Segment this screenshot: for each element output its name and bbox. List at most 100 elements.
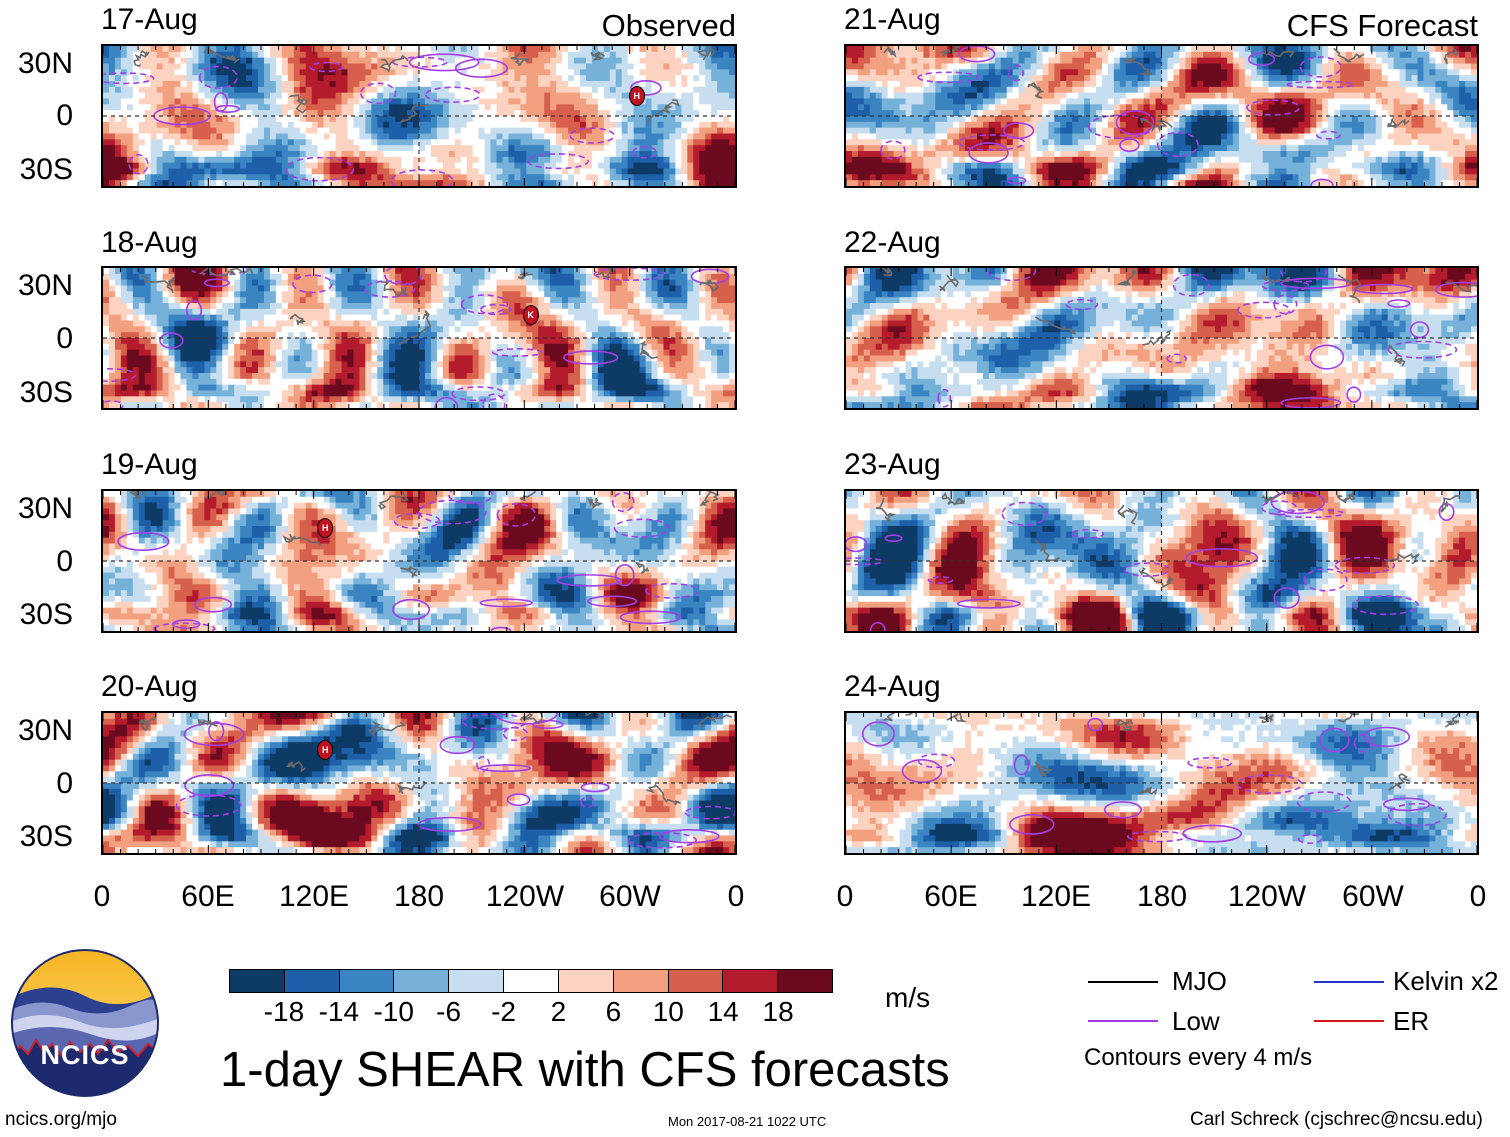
low-contour <box>203 278 231 288</box>
low-contour <box>439 735 476 755</box>
low-contour <box>1166 353 1188 364</box>
low-contour <box>1334 556 1396 574</box>
low-contour <box>1273 587 1300 609</box>
low-contour <box>556 574 622 587</box>
coastline <box>645 99 680 124</box>
low-contour <box>1387 299 1411 308</box>
map-panel-obs-3: H <box>101 489 737 633</box>
low-contour <box>424 86 481 104</box>
coastline <box>399 103 430 124</box>
low-contour <box>1007 176 1027 185</box>
contours-note: Contours every 4 m/s <box>1084 1044 1312 1072</box>
coastline <box>517 272 533 280</box>
coastline <box>876 268 893 277</box>
low-contour <box>1002 122 1035 140</box>
coastline <box>875 497 897 523</box>
low-contour <box>392 56 448 68</box>
map-panel-obs-4: H <box>101 711 737 855</box>
coastline <box>1387 116 1410 129</box>
coastline <box>289 313 306 326</box>
low-contour <box>1071 528 1105 539</box>
map-panel-fcst-3 <box>844 489 1479 633</box>
low-contour <box>1352 595 1419 616</box>
coastline <box>1123 58 1153 76</box>
low-contour <box>198 65 238 89</box>
lat-label-eq: 0 <box>3 101 73 131</box>
coastline <box>381 281 409 298</box>
coastline <box>1259 713 1274 724</box>
low-contour <box>184 774 235 797</box>
coastline <box>1386 552 1420 569</box>
coastline <box>587 497 603 510</box>
low-contour <box>1182 824 1243 843</box>
coastline <box>203 48 241 64</box>
low-contour <box>1156 131 1199 158</box>
coastline <box>1443 46 1459 65</box>
panel-date-fcst-2: 22-Aug <box>844 228 941 258</box>
lat-label-eq: 0 <box>3 547 73 577</box>
panel-date-fcst-4: 24-Aug <box>844 672 941 702</box>
lon-label: 60W <box>1313 882 1433 912</box>
coastline <box>1034 316 1077 335</box>
shear-field <box>103 268 735 408</box>
coastline <box>1337 274 1362 304</box>
lat-label-eq: 0 <box>3 324 73 354</box>
low-contour <box>580 796 596 808</box>
coastline <box>1139 117 1173 133</box>
low-contour <box>1275 508 1345 519</box>
lon-label: 120W <box>1207 882 1327 912</box>
lat-label-30s: 30S <box>3 155 73 185</box>
low-contour <box>1409 321 1430 339</box>
coastline <box>699 279 720 293</box>
colorbar-tick-label: 14 <box>693 996 753 1028</box>
lon-label: 60E <box>891 882 1011 912</box>
shear-field <box>103 491 735 631</box>
low-contour <box>1296 791 1352 813</box>
observed-label: Observed <box>540 10 736 41</box>
low-contour <box>956 598 1021 609</box>
footer-url[interactable]: ncics.org/mjo <box>5 1109 117 1131</box>
coastline <box>939 274 960 293</box>
low-contour <box>927 576 954 584</box>
lat-label-30n: 30N <box>3 49 73 79</box>
legend-label-er: ER <box>1393 1006 1429 1037</box>
low-contour <box>454 58 509 78</box>
main-title: 1-day SHEAR with CFS forecasts <box>220 1040 950 1100</box>
low-contour <box>491 348 543 357</box>
legend-label-low: Low <box>1172 1006 1220 1037</box>
coastline <box>1034 761 1054 778</box>
low-contour <box>613 518 670 538</box>
low-contour <box>901 759 943 783</box>
low-contour <box>363 280 416 298</box>
colorbar-tick-label: -14 <box>309 996 369 1028</box>
shear-field <box>846 713 1477 853</box>
low-contour <box>1127 830 1188 843</box>
low-contour <box>1009 814 1055 835</box>
lat-label-30n: 30N <box>3 716 73 746</box>
low-contour <box>645 582 699 599</box>
coastline <box>697 714 733 728</box>
panel-date-obs-4: 20-Aug <box>101 672 198 702</box>
low-contour <box>958 134 1026 151</box>
coastline <box>590 51 605 61</box>
low-contour <box>1363 726 1411 748</box>
low-contour <box>360 82 397 105</box>
low-contour <box>1123 562 1171 577</box>
low-contour <box>627 831 697 849</box>
shear-field <box>846 268 1477 408</box>
low-contour <box>1346 386 1362 403</box>
forecast-label: CFS Forecast <box>1200 10 1478 41</box>
coastline <box>584 713 604 721</box>
low-contour <box>526 153 589 170</box>
coastline <box>696 46 716 61</box>
low-contour <box>580 782 610 793</box>
low-contour <box>1261 500 1298 516</box>
coastline <box>941 492 966 506</box>
low-contour <box>434 396 459 408</box>
map-panel-fcst-2 <box>844 266 1479 410</box>
storm-marker-icon: H <box>317 518 334 539</box>
low-contour <box>593 268 665 281</box>
low-contour <box>194 596 233 613</box>
low-contour <box>213 92 229 112</box>
legend-line-mjo <box>1088 981 1158 983</box>
